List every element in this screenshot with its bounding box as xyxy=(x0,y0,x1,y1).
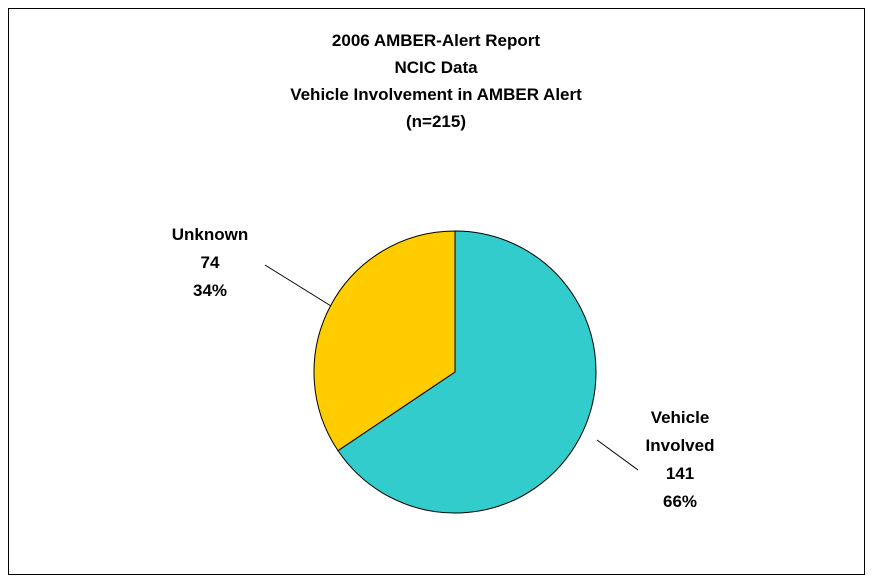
category-label: Unknown xyxy=(171,225,249,244)
slice-label: Unknown 74 34% xyxy=(155,221,265,305)
category-label: Vehicle Involved xyxy=(645,408,715,455)
pie-slice xyxy=(337,230,597,514)
value-label: 141 xyxy=(665,464,695,483)
leader-line xyxy=(264,264,332,307)
value-label: 74 xyxy=(200,253,220,272)
slice-label: Vehicle Involved 141 66% xyxy=(625,404,735,516)
chart-title: 2006 AMBER-Alert Report xyxy=(331,31,541,50)
leader-line xyxy=(596,439,639,471)
percent-label: 34% xyxy=(192,281,228,300)
chart-title: NCIC Data xyxy=(394,58,478,77)
chart-title: (n=215) xyxy=(406,112,466,131)
chart-title: Vehicle Involvement in AMBER Alert xyxy=(290,85,582,104)
percent-label: 66% xyxy=(662,492,698,511)
